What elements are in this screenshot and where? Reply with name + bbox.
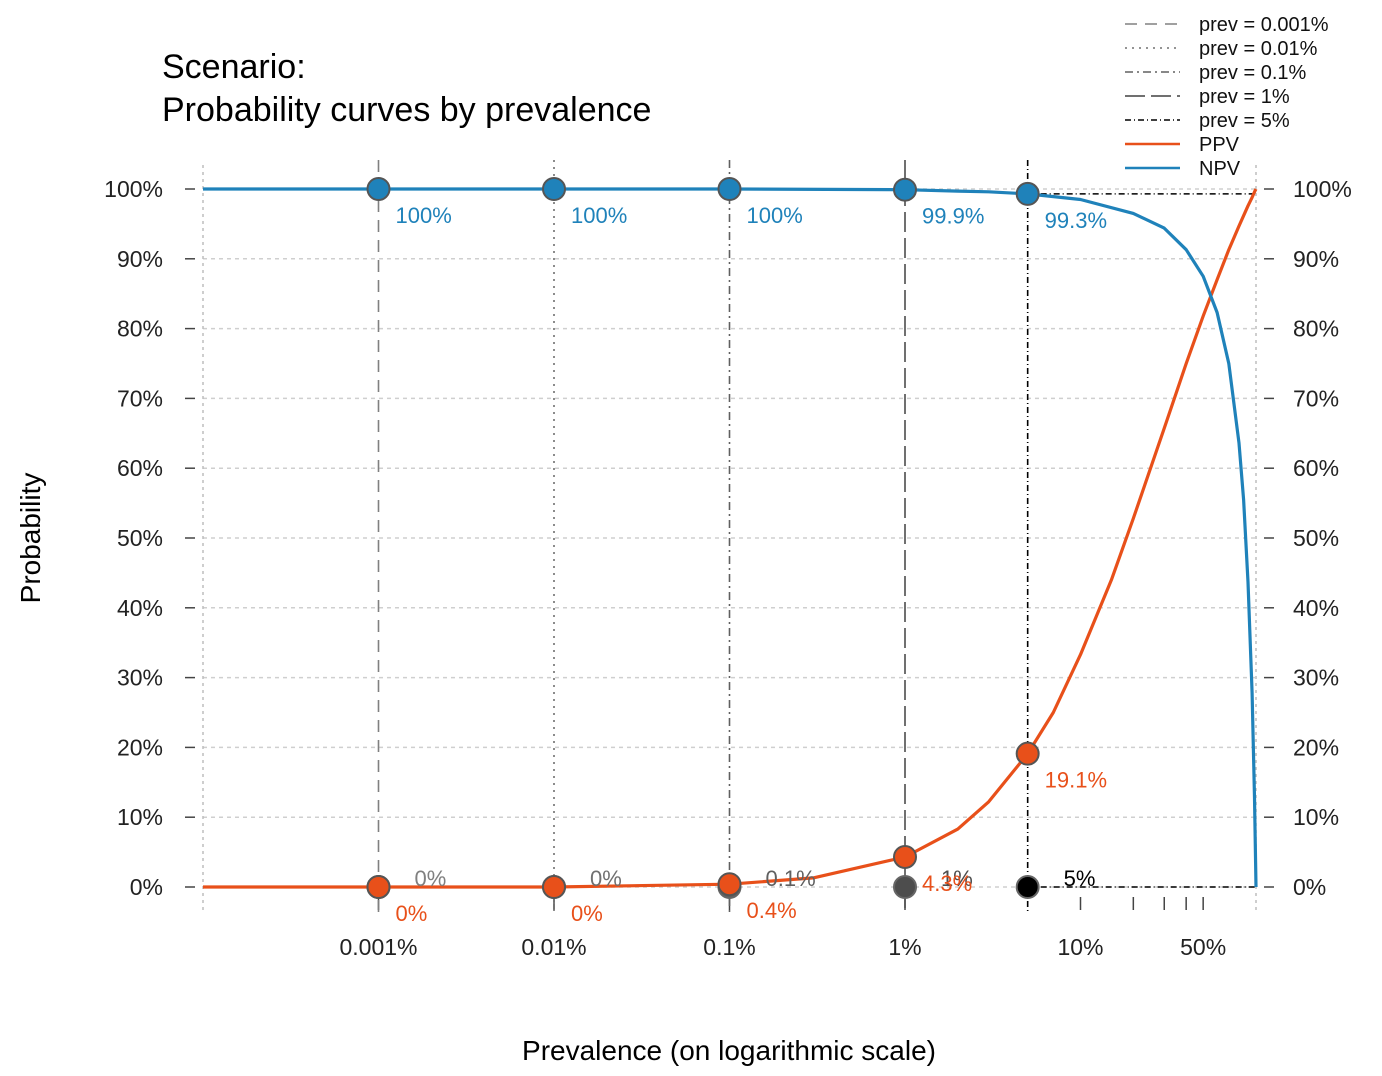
npv-point: [717, 177, 742, 201]
y-tick-label-left: 100%: [104, 176, 163, 202]
y-tick-label-left: 30%: [117, 665, 163, 691]
x-tick-label: 1%: [888, 934, 921, 960]
axes: 0% 0% 10% 10% 20% 20% 30% 30% 40% 40% 50% 50% 60% 60%…: [104, 176, 1352, 960]
npv-value-label: 100%: [571, 203, 627, 228]
legend-label: prev = 0.001%: [1199, 14, 1329, 36]
x-tick-label: 0.001%: [339, 934, 417, 960]
y-tick-label-right: 100%: [1293, 176, 1352, 202]
y-tick-label-right: 60%: [1293, 455, 1339, 481]
x-tick-label: 50%: [1180, 934, 1226, 960]
title-line-1: Scenario:: [162, 48, 306, 86]
y-tick-label-left: 10%: [117, 804, 163, 830]
y-tick-label-right: 30%: [1293, 665, 1339, 691]
title-line-2: Probability curves by prevalence: [162, 91, 651, 129]
ppv-value-label: 19.1%: [1045, 768, 1107, 793]
ppv-point: [542, 875, 566, 899]
y-tick-label-left: 70%: [117, 385, 163, 411]
series-lines: [203, 187, 1258, 889]
prevalence-label: 5%: [1064, 866, 1096, 891]
npv-value-label: 99.3%: [1045, 208, 1107, 233]
y-tick-label-right: 10%: [1293, 804, 1339, 830]
ppv-curve: [203, 188, 1258, 889]
y-tick-label-right: 40%: [1293, 595, 1339, 621]
y-tick-label-right: 70%: [1293, 385, 1339, 411]
y-tick-label-right: 0%: [1293, 874, 1326, 900]
y-tick-label-right: 90%: [1293, 246, 1339, 272]
prevalence-label: 0%: [415, 866, 447, 891]
ppv-point: [893, 844, 917, 869]
npv-point: [1015, 181, 1040, 206]
npv-curve: [203, 187, 1258, 888]
legend-label: prev = 5%: [1199, 110, 1290, 132]
legend-label: PPV: [1199, 134, 1240, 156]
chart-title: Scenario: Probability curves by prevalen…: [162, 48, 651, 129]
grid: [202, 165, 1257, 912]
npv-point: [542, 177, 566, 201]
y-tick-label-right: 80%: [1293, 316, 1339, 342]
prevalence-point: [1015, 875, 1040, 899]
y-tick-label-left: 50%: [117, 525, 163, 551]
legend-label: NPV: [1199, 158, 1241, 180]
x-tick-label: 0.01%: [521, 934, 586, 960]
data-points: [366, 177, 1040, 899]
point-labels: 0% 100% 0% 0% 100% 0% 0.1% 100% 0.4% 1% 99.9% 4.3% 5…: [396, 203, 1108, 926]
prevalence-point: [893, 875, 917, 899]
y-tick-label-left: 60%: [117, 455, 163, 481]
y-tick-label-right: 50%: [1293, 525, 1339, 551]
x-axis-title: Prevalence (on logarithmic scale): [522, 1035, 936, 1066]
y-tick-label-left: 90%: [117, 246, 163, 272]
prevalence-label: 0.1%: [766, 866, 816, 891]
y-tick-label-left: 20%: [117, 734, 163, 760]
prevalence-label: 0%: [590, 866, 622, 891]
prevalence-lines: [377, 160, 1256, 912]
y-tick-label-right: 20%: [1293, 734, 1339, 760]
ppv-value-label: 0%: [396, 901, 428, 926]
x-tick-label: 10%: [1057, 934, 1103, 960]
ppv-value-label: 0%: [571, 901, 603, 926]
ppv-point: [1015, 741, 1040, 766]
npv-value-label: 100%: [396, 203, 452, 228]
y-tick-label-left: 80%: [117, 316, 163, 342]
y-axis-title: Probability: [15, 473, 46, 604]
ppv-point: [366, 875, 391, 899]
ppv-point: [717, 872, 742, 897]
y-tick-label-left: 0%: [130, 874, 163, 900]
npv-point: [366, 177, 391, 201]
x-tick-label: 0.1%: [703, 934, 755, 960]
legend: prev = 0.001%prev = 0.01%prev = 0.1%prev…: [1125, 14, 1329, 180]
y-tick-label-left: 40%: [117, 595, 163, 621]
prevalence-label: 1%: [941, 866, 973, 891]
npv-value-label: 99.9%: [922, 204, 984, 229]
ppv-value-label: 4.3%: [922, 871, 972, 896]
legend-label: prev = 1%: [1199, 86, 1290, 108]
npv-point: [893, 177, 917, 202]
legend-label: prev = 0.01%: [1199, 38, 1318, 60]
npv-value-label: 100%: [747, 203, 803, 228]
ppv-value-label: 0.4%: [747, 898, 797, 923]
legend-label: prev = 0.1%: [1199, 62, 1307, 84]
